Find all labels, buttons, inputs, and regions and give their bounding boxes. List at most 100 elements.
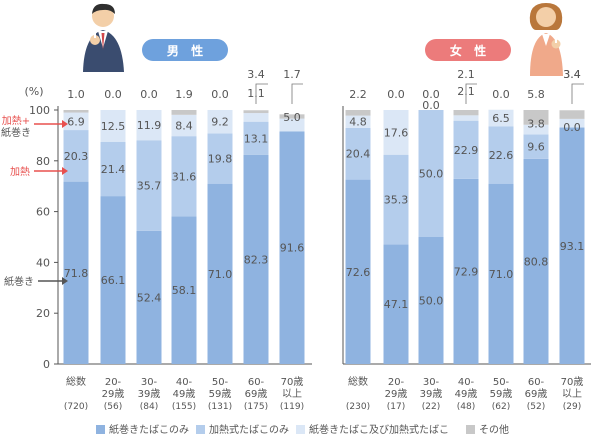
- y-tick-label: 0: [43, 358, 50, 371]
- female-value-label: 71.0: [489, 268, 514, 281]
- male-value-label: 71.0: [208, 268, 233, 281]
- female-chart-title: 女 性: [450, 43, 490, 58]
- female-bar-heated: [488, 126, 514, 184]
- female-bar-cig: [453, 178, 479, 364]
- female-bar-both: [488, 109, 514, 127]
- side-label-heated: 加熱: [10, 165, 30, 178]
- female-bar-heated: [418, 110, 444, 237]
- male-bar-cig: [243, 154, 269, 364]
- female-value-label: 72.9: [454, 265, 479, 278]
- female-sample-size: (48): [457, 402, 475, 412]
- legend-label: 紙巻きたばこ及び加熱式たばこ: [309, 423, 449, 436]
- male-category-label: 30-: [141, 377, 158, 388]
- female-value-label: 22.6: [489, 149, 514, 162]
- legend-swatch: [96, 425, 105, 434]
- male-sample-size: (720): [64, 402, 88, 412]
- male-value-label: 21.4: [101, 163, 126, 176]
- female-bar-cig: [488, 183, 514, 364]
- female-value-label: 72.6: [346, 266, 371, 279]
- female-category-label: 50-: [493, 377, 510, 388]
- female-category-label: 39歳: [420, 388, 443, 400]
- female-sample-size: (22): [422, 402, 440, 412]
- male-bar-heated: [136, 140, 162, 231]
- female-sample-size: (62): [492, 402, 510, 412]
- male-value-label: 5.0: [283, 111, 301, 124]
- male-category-label: 49歳: [173, 388, 196, 400]
- female-category-label: 以上: [562, 388, 582, 400]
- arrow-cig-head-icon: [62, 277, 68, 285]
- legend-label: 加熱式たばこのみ: [209, 423, 289, 436]
- male-sample-size: (155): [172, 402, 196, 412]
- male-category-label: 総数: [66, 375, 86, 388]
- male-bar-both: [100, 110, 126, 142]
- male-category-label: 50-: [212, 377, 229, 388]
- female-value-label: 0.0: [387, 88, 405, 101]
- male-bar-both: [63, 112, 89, 131]
- legend-swatch: [296, 425, 305, 434]
- male-value-label: 66.1: [101, 274, 126, 287]
- female-category-label: 70歳: [561, 376, 584, 388]
- male-value-label: 91.6: [280, 242, 305, 255]
- male-bar-cig: [136, 230, 162, 364]
- male-value-label: 0.0: [211, 88, 229, 101]
- male-bar-both: [136, 110, 162, 141]
- male-category-label: 60-: [248, 377, 265, 388]
- female-bar-cig: [523, 158, 549, 364]
- male-category-label: 20-: [105, 377, 122, 388]
- male-bar-cig: [63, 181, 89, 364]
- male-value-label: 71.8: [64, 267, 89, 280]
- female-bar-other: [345, 110, 371, 116]
- female-bar-other: [453, 110, 479, 116]
- male-value-label: 0.0: [140, 88, 158, 101]
- female-value-label: 47.1: [384, 298, 409, 311]
- male-bar-other: [171, 110, 197, 115]
- female-value-label: 6.5: [492, 112, 510, 125]
- female-value-label: 9.6: [527, 141, 545, 154]
- y-tick-label: 80: [36, 155, 50, 168]
- male-leader-line: [291, 83, 303, 104]
- male-value-label: 1.7: [283, 68, 301, 81]
- female-sample-size: (29): [563, 402, 581, 412]
- male-value-label: 82.3: [244, 253, 269, 266]
- male-value-label: 19.8: [208, 153, 233, 166]
- female-bar-both: [383, 110, 409, 155]
- female-value-label: 20.4: [346, 148, 371, 161]
- male-value-label: 0.0: [104, 88, 122, 101]
- female-category-label: 総数: [348, 375, 368, 388]
- male-value-label: 52.4: [137, 291, 162, 304]
- female-value-label: 80.8: [524, 255, 549, 268]
- legend-label: その他: [479, 423, 509, 436]
- male-category-label: 39歳: [138, 388, 161, 400]
- female-bar-cig: [345, 179, 371, 364]
- female-category-label: 29歳: [385, 388, 408, 400]
- male-category-label: 59歳: [209, 388, 232, 400]
- male-category-label: 70歳: [281, 376, 304, 388]
- female-bar-both: [345, 115, 371, 128]
- male-bar-heated: [100, 141, 126, 197]
- male-bar-other: [243, 110, 269, 114]
- female-category-label: 59歳: [490, 388, 513, 400]
- male-value-label: 13.1: [244, 132, 269, 145]
- female-value-label: 2.1: [457, 68, 475, 81]
- male-value-label: 35.7: [137, 180, 162, 193]
- female-value-label: 0.0: [422, 88, 440, 101]
- female-value-label: 35.3: [384, 194, 409, 207]
- male-bar-other: [279, 114, 305, 119]
- female-bar-heated: [345, 127, 371, 180]
- female-category-label: 49歳: [455, 388, 478, 400]
- y-tick-label: 100: [29, 104, 50, 117]
- male-chart-title: 男 性: [167, 43, 207, 58]
- male-bar-heated: [171, 136, 197, 217]
- female-value-label: 2.2: [349, 88, 367, 101]
- male-bar-both: [279, 118, 305, 132]
- female-sample-size: (230): [346, 402, 370, 412]
- male-leader-line: [255, 83, 268, 104]
- male-bar-other: [63, 110, 89, 113]
- male-bar-heated: [207, 133, 233, 184]
- legend-swatch: [196, 425, 205, 434]
- female-bar-heated: [523, 134, 549, 159]
- female-bar-cig: [559, 127, 585, 364]
- male-value-label: 1.9: [175, 88, 193, 101]
- male-bar-both: [243, 113, 269, 122]
